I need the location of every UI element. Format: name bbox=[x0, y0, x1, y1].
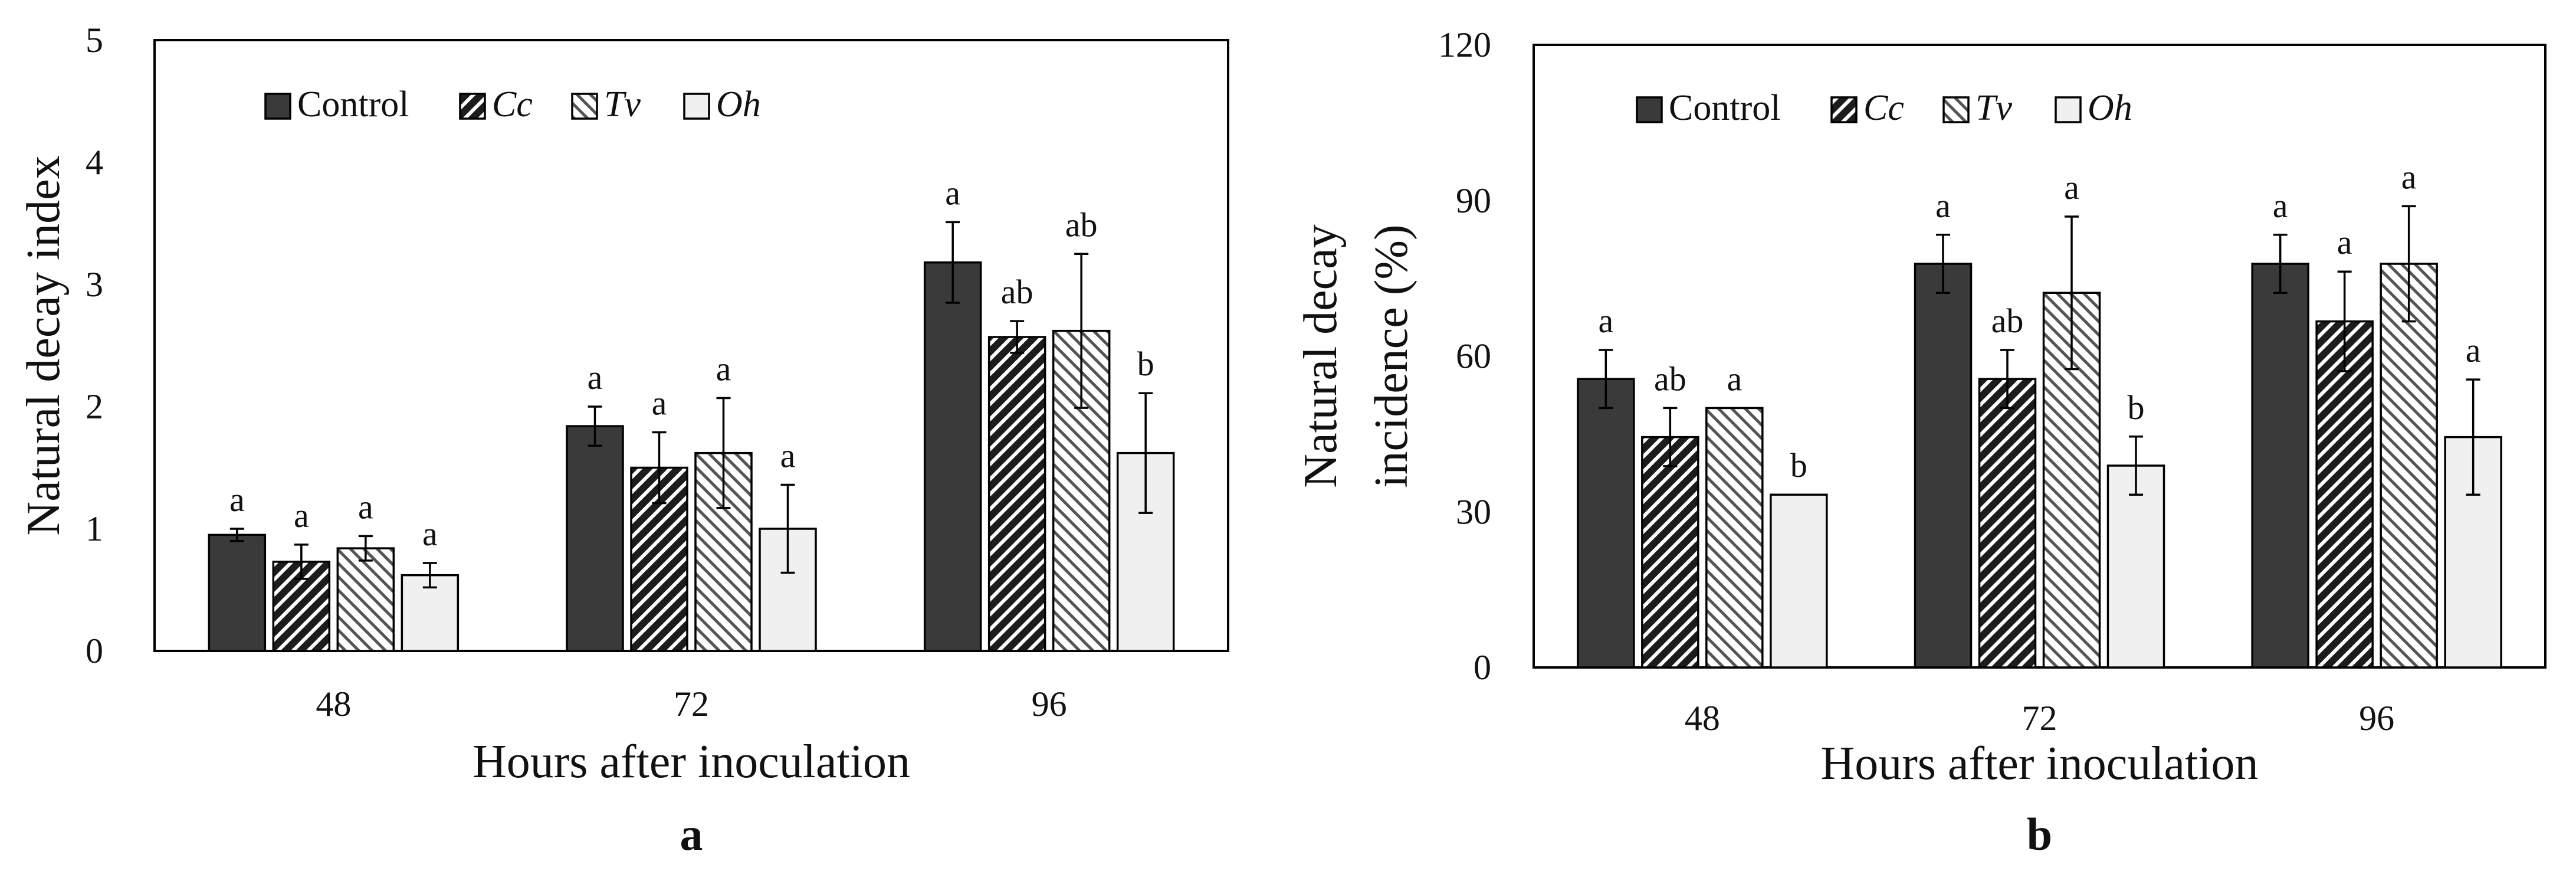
significance-letter: b bbox=[1137, 345, 1154, 383]
significance-letter: a bbox=[358, 487, 373, 526]
legend-label: Tv bbox=[604, 84, 641, 125]
y-tick-label: 60 bbox=[1456, 337, 1491, 376]
legend-swatch bbox=[459, 93, 486, 120]
significance-letter: a bbox=[945, 174, 960, 212]
bar bbox=[1978, 378, 2037, 669]
legend-label: Cc bbox=[1863, 88, 1904, 128]
legend-label: Control bbox=[297, 84, 409, 125]
x-tick-label: 72 bbox=[674, 685, 709, 724]
significance-letter: a bbox=[652, 384, 667, 422]
bar bbox=[2251, 263, 2309, 669]
significance-letter: a bbox=[2064, 168, 2079, 207]
bar bbox=[1770, 493, 1828, 669]
y-tick-label: 1 bbox=[86, 509, 103, 548]
bar bbox=[1914, 263, 1973, 669]
x-axis-title: Hours after inoculation bbox=[1821, 738, 2259, 790]
significance-letter: ab bbox=[1991, 302, 2024, 340]
significance-letter: a bbox=[588, 358, 603, 397]
bar bbox=[1577, 378, 1635, 669]
significance-letter: ab bbox=[1001, 273, 1033, 311]
bar bbox=[208, 533, 267, 652]
y-tick-label: 2 bbox=[86, 387, 103, 426]
bar bbox=[1641, 436, 1699, 669]
y-axis-title-line1: Natural decay bbox=[1295, 224, 1347, 487]
legend-label: Oh bbox=[2088, 88, 2132, 128]
legend-swatch bbox=[1942, 96, 1970, 123]
y-tick-label: 120 bbox=[1438, 25, 1491, 64]
legend-swatch bbox=[1830, 96, 1858, 123]
x-tick-label: 96 bbox=[2359, 699, 2394, 738]
significance-letter: b bbox=[2128, 388, 2145, 427]
significance-letter: a bbox=[2337, 223, 2352, 261]
x-axis-title: Hours after inoculation bbox=[472, 736, 910, 788]
bar bbox=[987, 336, 1046, 652]
y-axis-title: Natural decay index bbox=[18, 155, 70, 535]
y-tick-label: 90 bbox=[1456, 181, 1491, 220]
significance-letter: a bbox=[294, 496, 309, 535]
panel-label: a bbox=[680, 808, 703, 860]
y-tick-label: 0 bbox=[1474, 648, 1491, 687]
x-tick-label: 96 bbox=[1032, 685, 1067, 724]
legend-label: Tv bbox=[1976, 88, 2012, 128]
bar bbox=[336, 547, 395, 652]
y-tick-label: 3 bbox=[86, 265, 103, 304]
significance-letter: a bbox=[2466, 331, 2481, 369]
significance-letter: a bbox=[1598, 302, 1613, 340]
significance-letter: a bbox=[2273, 186, 2288, 225]
plot-frame bbox=[153, 39, 1229, 652]
y-tick-label: 5 bbox=[86, 21, 103, 60]
x-tick-label: 48 bbox=[1685, 699, 1720, 738]
legend-swatch bbox=[683, 93, 710, 120]
plot-frame bbox=[1533, 44, 2547, 669]
significance-letter: a bbox=[716, 350, 731, 388]
significance-letter: a bbox=[2401, 158, 2417, 196]
bar bbox=[566, 425, 624, 652]
y-axis-title-line2: incidence (%) bbox=[1366, 224, 1417, 487]
y-tick-label: 30 bbox=[1456, 492, 1491, 531]
y-tick-label: 4 bbox=[86, 143, 103, 182]
legend-swatch bbox=[2055, 96, 2082, 123]
significance-letter: ab bbox=[1065, 205, 1098, 244]
significance-letter: a bbox=[229, 480, 245, 519]
legend-label: Oh bbox=[716, 84, 761, 125]
significance-letter: a bbox=[1935, 186, 1951, 225]
x-tick-label: 48 bbox=[316, 685, 351, 724]
significance-letter: ab bbox=[1654, 359, 1686, 398]
y-tick-label: 0 bbox=[86, 631, 103, 670]
x-tick-label: 72 bbox=[2022, 699, 2057, 738]
bar bbox=[1705, 407, 1764, 669]
legend-label: Cc bbox=[492, 84, 533, 125]
bar bbox=[2106, 464, 2165, 669]
bar bbox=[2380, 263, 2438, 669]
legend-swatch bbox=[571, 93, 598, 120]
significance-letter: a bbox=[780, 436, 796, 474]
panel-label: b bbox=[2027, 808, 2052, 860]
significance-letter: b bbox=[1790, 446, 1807, 485]
legend-label: Control bbox=[1669, 88, 1780, 128]
bar bbox=[923, 261, 982, 652]
legend-swatch bbox=[1636, 96, 1663, 123]
legend-swatch bbox=[264, 93, 291, 120]
significance-letter: a bbox=[1727, 359, 1742, 398]
bar bbox=[2315, 320, 2374, 669]
significance-letter: a bbox=[422, 515, 438, 553]
